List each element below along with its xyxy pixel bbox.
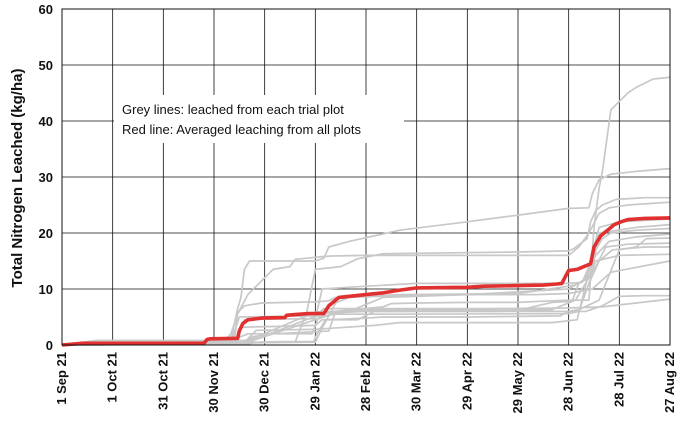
annotation-line-2: Red line: Averaged leaching from all plo… bbox=[122, 122, 361, 137]
x-tick-label: 28 Jul 22 bbox=[611, 352, 626, 407]
x-tick-label: 29 May 22 bbox=[510, 352, 525, 413]
y-tick-label: 10 bbox=[39, 282, 53, 297]
plot-series-line bbox=[61, 201, 671, 346]
y-tick-label: 50 bbox=[39, 58, 53, 73]
plot-series-group bbox=[61, 76, 671, 346]
x-tick-label: 27 Aug 22 bbox=[662, 352, 677, 413]
x-tick-label: 30 Mar 22 bbox=[409, 352, 424, 411]
plot-series-line bbox=[61, 167, 671, 346]
annotation-line-1: Grey lines: leached from each trial plot bbox=[122, 102, 344, 117]
plot-series-line bbox=[61, 260, 671, 346]
x-tick-label: 1 Sep 21 bbox=[54, 352, 69, 405]
plot-area-border bbox=[61, 8, 671, 346]
x-tick-label: 31 Oct 21 bbox=[155, 352, 170, 410]
axes bbox=[61, 8, 671, 346]
x-tick-label: 30 Dec 21 bbox=[257, 352, 272, 412]
x-tick-label: 30 Nov 21 bbox=[206, 352, 221, 413]
x-tick-label: 1 Oct 21 bbox=[105, 352, 120, 403]
x-tick-label: 28 Feb 22 bbox=[358, 352, 373, 411]
y-tick-labels: 0 10 20 30 40 50 60 bbox=[39, 2, 53, 353]
y-tick-label: 40 bbox=[39, 114, 53, 129]
annotation-box bbox=[114, 95, 404, 143]
x-tick-label: 29 Apr 22 bbox=[459, 352, 474, 410]
average-series-line bbox=[61, 216, 671, 347]
y-axis-title: Total Nitrogen Leached (kg/ha) bbox=[9, 69, 26, 288]
x-tick-labels: 1 Sep 21 1 Oct 21 31 Oct 21 30 Nov 21 30 Dec… bbox=[54, 352, 677, 413]
x-tick-label: 28 Jun 22 bbox=[561, 352, 576, 411]
x-tick-label: 29 Jan 22 bbox=[307, 352, 322, 411]
y-tick-label: 30 bbox=[39, 170, 53, 185]
plot-series-line bbox=[61, 253, 671, 346]
plot-series-line bbox=[61, 294, 670, 346]
y-tick-label: 60 bbox=[39, 2, 53, 17]
y-tick-label: 0 bbox=[46, 338, 53, 353]
y-tick-label: 20 bbox=[39, 226, 53, 241]
plot-series-line bbox=[61, 298, 671, 346]
average-series-group bbox=[61, 216, 671, 347]
